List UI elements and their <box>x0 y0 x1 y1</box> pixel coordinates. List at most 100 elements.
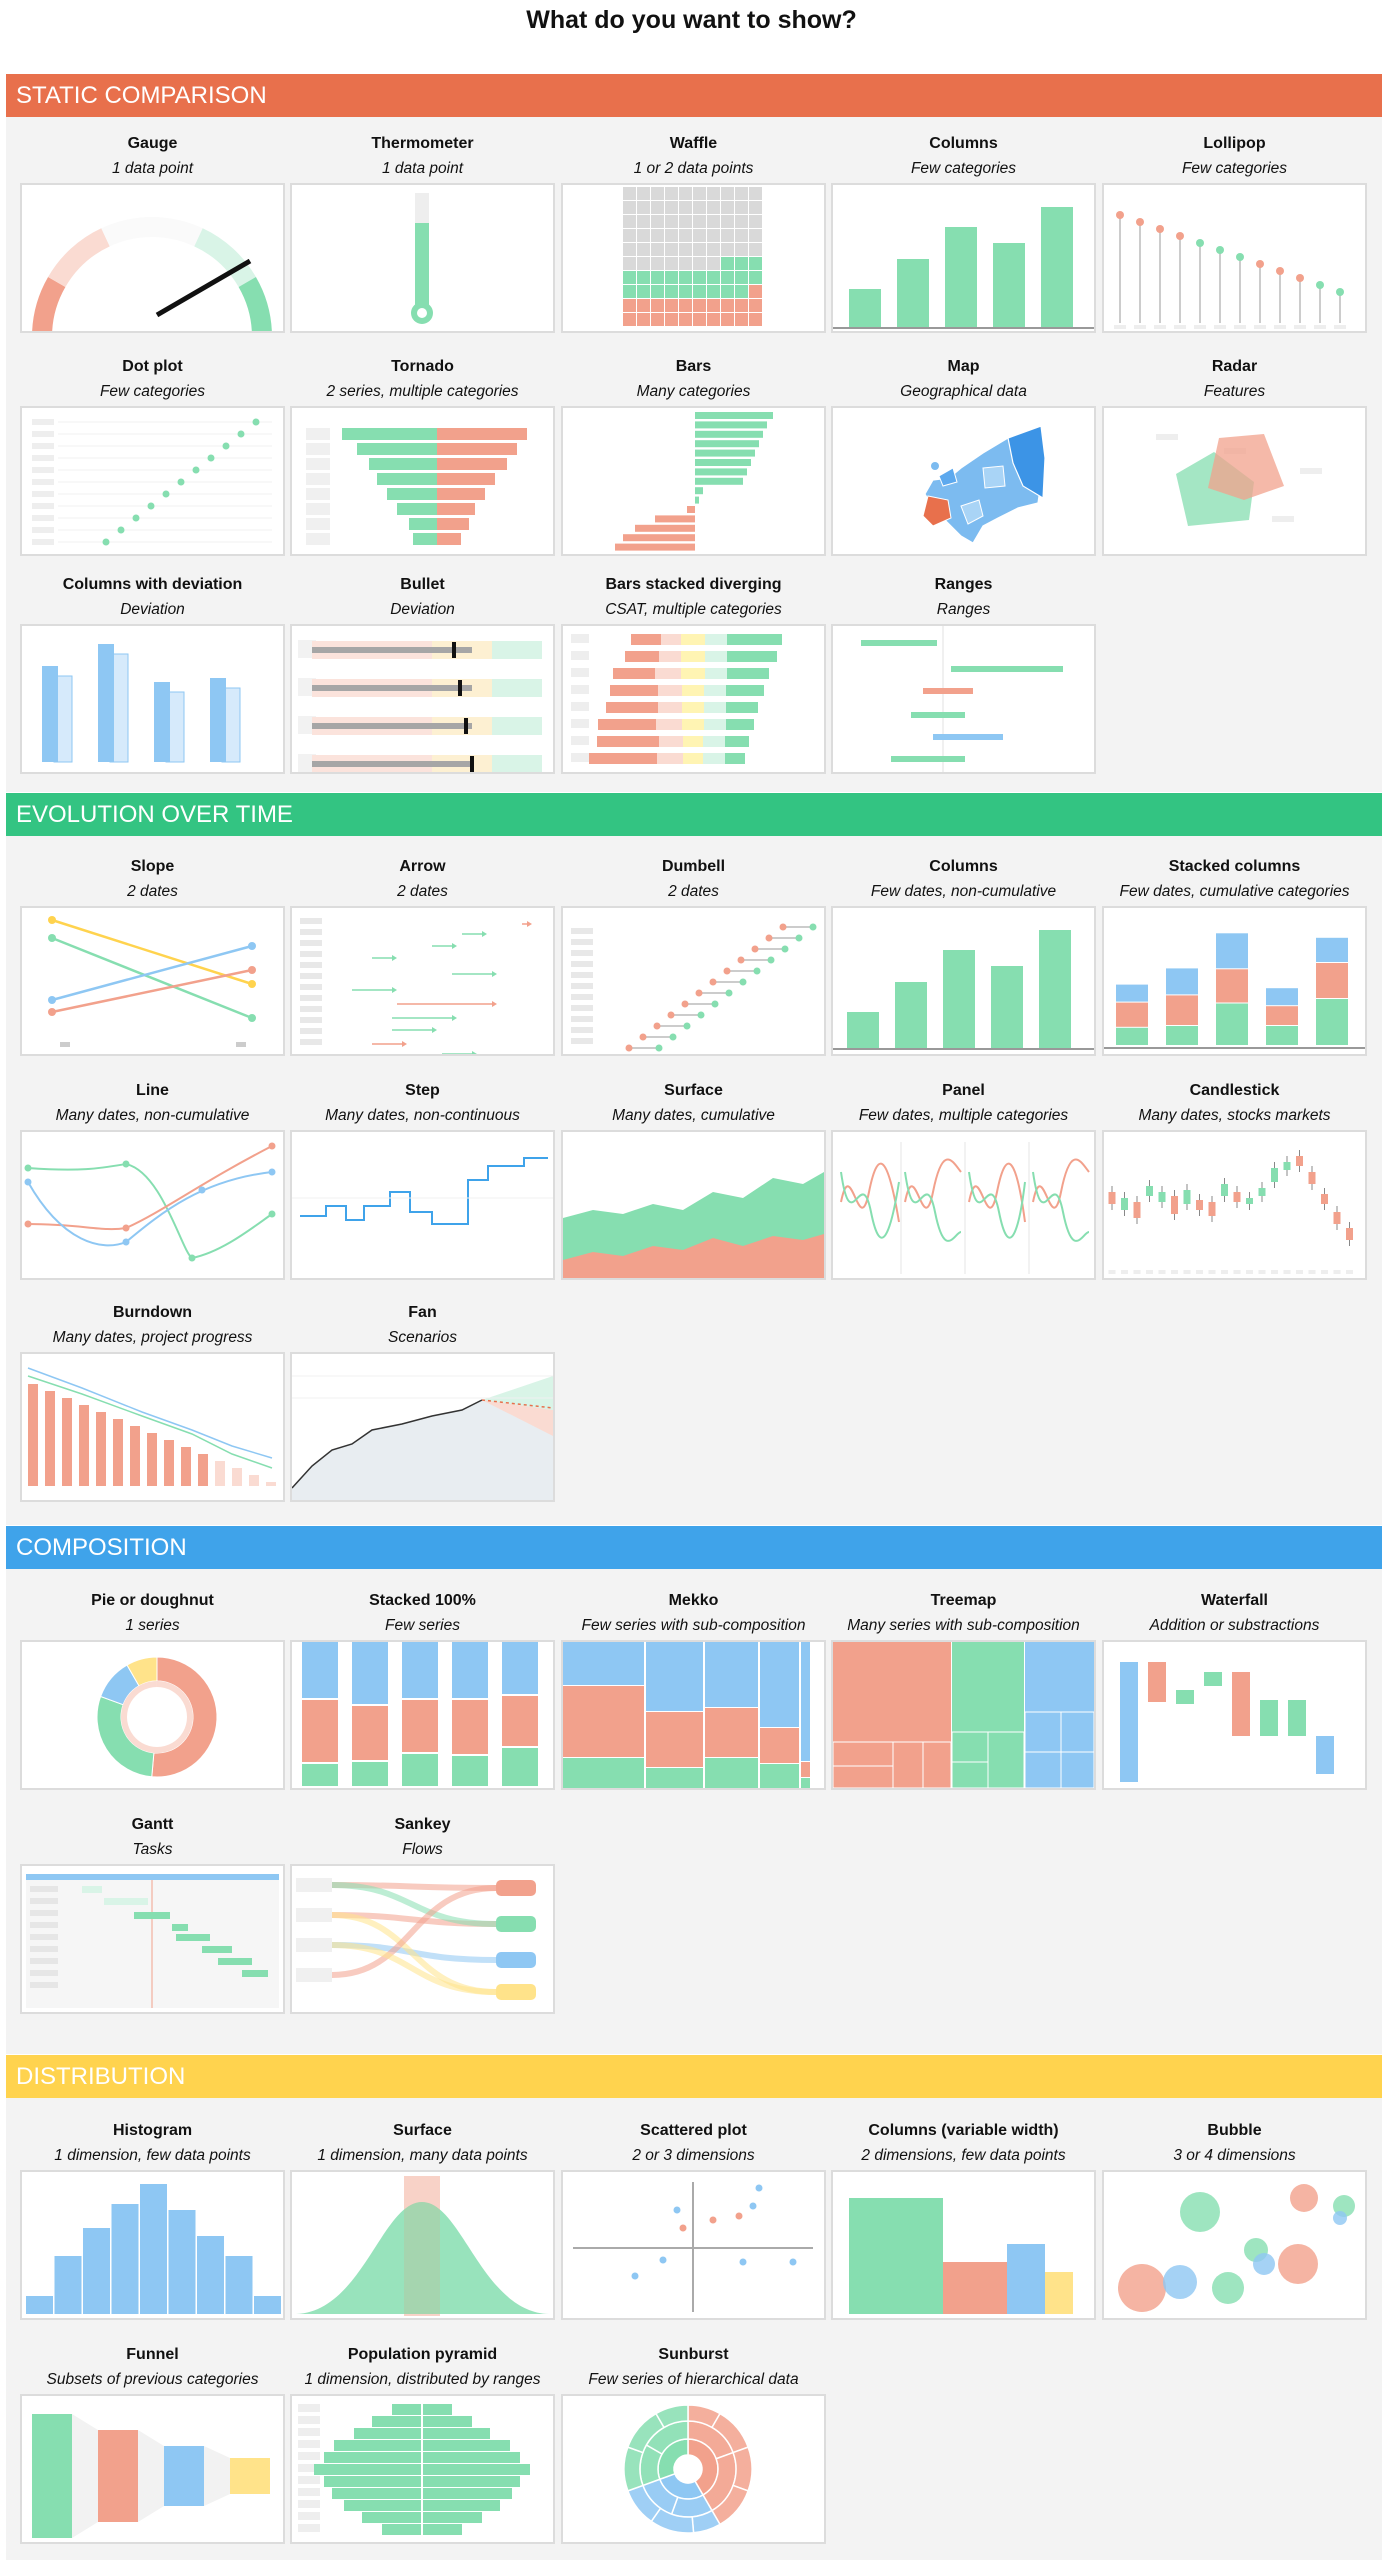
chart-thumbnail[interactable] <box>290 1130 555 1280</box>
waffle-cell <box>679 215 692 228</box>
chart-thumbnail[interactable] <box>290 624 555 774</box>
card-subtitle: Deviation <box>390 601 455 618</box>
column-actual <box>154 682 170 762</box>
chart-thumbnail[interactable] <box>831 1130 1096 1280</box>
chart-thumbnail[interactable] <box>1102 2170 1367 2320</box>
panel-series <box>904 1158 962 1209</box>
chart-thumbnail[interactable] <box>20 1640 285 1790</box>
chart-thumbnail[interactable] <box>1102 1130 1367 1280</box>
chart-thumbnail[interactable] <box>290 2170 555 2320</box>
chart-thumbnail[interactable] <box>290 1864 555 2014</box>
waffle-cell <box>623 257 636 270</box>
chart-thumbnail[interactable] <box>20 1130 285 1280</box>
candle-body <box>1171 1196 1178 1214</box>
chart-thumbnail[interactable] <box>1102 183 1367 333</box>
column-actual <box>42 666 58 762</box>
line-point <box>268 1210 276 1218</box>
card-title: Thermometer <box>371 135 474 152</box>
chart-thumbnail[interactable] <box>1102 1640 1367 1790</box>
burndown-bar <box>62 1398 72 1486</box>
chart-thumbnail[interactable] <box>561 906 826 1056</box>
chart-thumbnail[interactable] <box>290 906 555 1056</box>
chart-thumbnail[interactable] <box>290 406 555 556</box>
tick-label-placeholder <box>1271 1270 1278 1274</box>
row-label-placeholder <box>571 972 593 978</box>
diverging-segment <box>727 651 777 662</box>
row-label-placeholder <box>571 950 593 956</box>
chart-line <box>27 1375 273 1469</box>
dumbbell-end <box>809 923 817 931</box>
scatter-point <box>679 2224 687 2232</box>
chart-thumbnail[interactable] <box>20 2170 285 2320</box>
chart-thumbnail[interactable] <box>831 183 1096 333</box>
chart-thumbnail[interactable] <box>1102 406 1367 556</box>
chart-thumbnail[interactable] <box>831 624 1096 774</box>
card-title: Surface <box>393 2122 452 2139</box>
burndown-bar <box>215 1461 225 1486</box>
burndown-bar <box>96 1412 106 1486</box>
chart-thumbnail[interactable] <box>561 2394 826 2544</box>
chart-thumbnail[interactable] <box>20 1864 285 2014</box>
chart-thumbnail[interactable] <box>831 2170 1096 2320</box>
chart-thumbnail[interactable] <box>290 2394 555 2544</box>
column-bar <box>991 966 1023 1048</box>
chart-thumbnail[interactable] <box>20 2394 285 2544</box>
card-title: Columns (variable width) <box>868 2122 1059 2139</box>
line-point <box>268 1168 276 1176</box>
chart-thumbnail[interactable] <box>20 406 285 556</box>
row-label-placeholder <box>298 2488 320 2496</box>
tornado-right-bar <box>437 443 517 455</box>
bar-positive <box>695 430 763 438</box>
chart-thumbnail[interactable] <box>561 183 826 333</box>
scatter-point <box>739 2258 747 2266</box>
column-bar <box>1041 207 1073 327</box>
card-title: Step <box>405 1082 440 1099</box>
waffle-cell <box>735 229 748 242</box>
waffle-cell <box>749 257 762 270</box>
diverging-segment <box>703 736 725 747</box>
burndown-bar <box>198 1454 208 1486</box>
variable-column <box>1007 2244 1045 2314</box>
chart-thumbnail[interactable] <box>831 406 1096 556</box>
chart-thumbnail[interactable] <box>20 906 285 1056</box>
stacked-segment <box>1316 999 1348 1045</box>
scatter-point <box>749 2202 757 2210</box>
card-subtitle: Few series <box>385 1617 460 1634</box>
waffle-cell <box>721 257 734 270</box>
chart-thumbnail[interactable] <box>561 406 826 556</box>
waffle-cell <box>623 201 636 214</box>
stacked-segment <box>1216 933 1248 969</box>
chart-thumbnail[interactable] <box>290 1640 555 1790</box>
waffle-cell <box>623 243 636 256</box>
pyramid-bar-left <box>392 2404 421 2415</box>
dumbbell-end <box>725 989 733 997</box>
chart-thumbnail[interactable] <box>561 624 826 774</box>
chart-thumbnail[interactable] <box>20 624 285 774</box>
diverging-segment <box>598 719 656 730</box>
chart-thumbnail[interactable] <box>20 183 285 333</box>
chart-thumbnail[interactable] <box>831 1640 1096 1790</box>
chart-thumbnail[interactable] <box>561 1640 826 1790</box>
chart-thumbnail[interactable] <box>290 1352 555 1502</box>
chart-thumbnail[interactable] <box>831 906 1096 1056</box>
dumbbell-start <box>681 1000 689 1008</box>
candle-body <box>1146 1186 1153 1196</box>
waffle-cell <box>651 187 664 200</box>
chart-thumbnail[interactable] <box>561 1130 826 1280</box>
chart-thumbnail[interactable] <box>561 2170 826 2320</box>
gantt-task <box>134 1912 170 1919</box>
burndown-chart-icon <box>27 1367 276 1486</box>
columns-deviation-chart-icon <box>42 644 241 763</box>
card-title: Scattered plot <box>640 2122 747 2139</box>
card-subtitle: CSAT, multiple categories <box>605 601 782 618</box>
card-title: Tornado <box>391 358 454 375</box>
chart-thumbnail[interactable] <box>290 183 555 333</box>
waffle-chart-icon <box>623 187 762 326</box>
tick-label-placeholder <box>236 1042 246 1047</box>
dumbbell-start <box>751 945 759 953</box>
card-subtitle: 1 data point <box>381 160 463 177</box>
chart-thumbnail[interactable] <box>20 1352 285 1502</box>
chart-thumbnail[interactable] <box>1102 906 1367 1056</box>
columns-time-chart-icon <box>833 930 1094 1050</box>
bullet-target <box>458 680 462 696</box>
